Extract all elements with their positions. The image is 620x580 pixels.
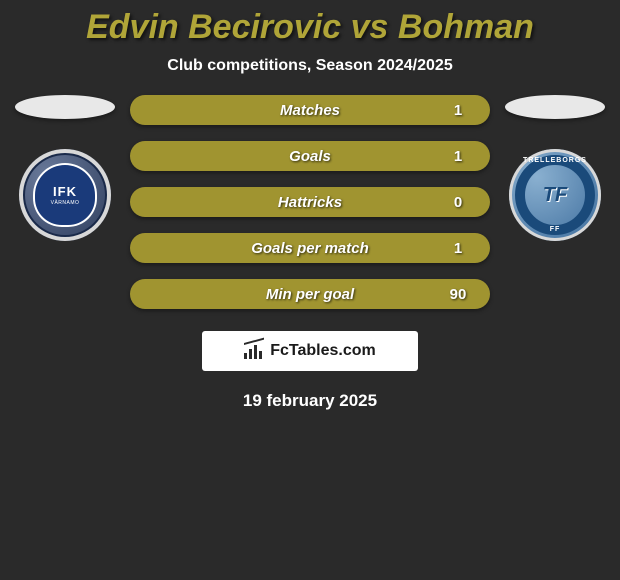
club-crest-left[interactable]: IFK VÄRNAMO [19,149,111,241]
stat-row-goals-per-match: Goals per match 1 [130,233,490,263]
crest-right-ring-top: TRELLEBORGS [523,157,587,164]
stat-right-value: 1 [426,102,490,119]
stat-right-value: 90 [426,286,490,303]
crest-left-sub: VÄRNAMO [51,200,80,206]
crest-right-ring-bot: FF [550,226,561,233]
page-subtitle: Club competitions, Season 2024/2025 [0,51,620,95]
stat-label: Matches [194,102,426,119]
branding-link[interactable]: FcTables.com [202,331,418,371]
stat-right-value: 1 [426,240,490,257]
right-side: TRELLEBORGS TF FF [500,95,610,241]
stats-list: Matches 1 Goals 1 Hattricks 0 Goals per … [130,95,490,309]
stat-right-value: 1 [426,148,490,165]
page-title: Edvin Becirovic vs Bohman [0,0,620,51]
stat-label: Goals [194,148,426,165]
stat-row-min-per-goal: Min per goal 90 [130,279,490,309]
branding-text: FcTables.com [270,342,376,360]
player-photo-placeholder-right [505,95,605,119]
chart-icon [244,343,264,359]
main-row: IFK VÄRNAMO Matches 1 Goals 1 Hattricks … [0,95,620,309]
stat-row-hattricks: Hattricks 0 [130,187,490,217]
crest-shield-icon: IFK VÄRNAMO [33,163,97,227]
crest-left-short: IFK [53,184,77,199]
stat-row-matches: Matches 1 [130,95,490,125]
date-label: 19 february 2025 [0,391,620,411]
stat-row-goals: Goals 1 [130,141,490,171]
stat-label: Hattricks [194,194,426,211]
stat-label: Min per goal [194,286,426,303]
left-side: IFK VÄRNAMO [10,95,120,241]
player-photo-placeholder-left [15,95,115,119]
stat-label: Goals per match [194,240,426,257]
comparison-card: Edvin Becirovic vs Bohman Club competiti… [0,0,620,411]
stat-right-value: 0 [426,194,490,211]
club-crest-right[interactable]: TRELLEBORGS TF FF [509,149,601,241]
crest-right-short: TF [543,184,567,207]
